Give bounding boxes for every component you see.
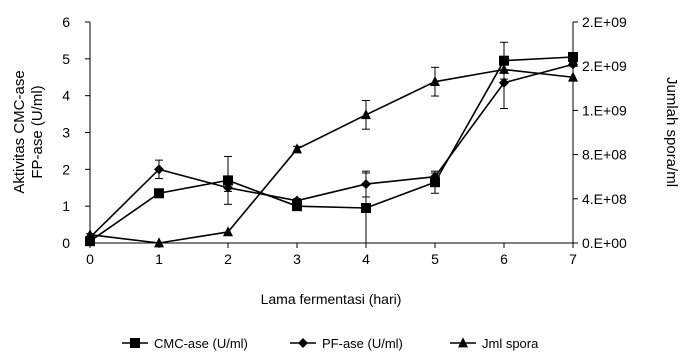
legend-marker	[130, 338, 140, 348]
diamond-point	[568, 59, 578, 70]
y-axis-title-line-2: FP-ase (U/ml)	[29, 85, 46, 178]
square-point	[568, 51, 578, 62]
triangle-point	[568, 71, 578, 82]
series-markers	[85, 51, 578, 248]
square-point	[154, 188, 164, 199]
y-tick-label: 3	[62, 125, 70, 141]
square-series-line	[89, 56, 574, 242]
legend-item: Jml spora	[450, 336, 539, 351]
y2-tick-label: 4.E+08	[582, 191, 627, 207]
legend: CMC-ase (U/ml) PF-ase (U/ml) Jml spora	[122, 336, 539, 351]
series-lines	[89, 56, 574, 244]
y2-tick-label: 2.E+09	[582, 58, 627, 74]
y-axis-title-line-1: Aktivitas CMC-ase	[11, 70, 28, 193]
x-tick-label: 7	[569, 251, 577, 267]
diamond-series-line	[89, 63, 574, 239]
x-tick-label: 2	[224, 251, 232, 267]
x-tick-label: 4	[362, 251, 370, 267]
y-tick-label: 5	[62, 51, 70, 67]
x-tick-label: 0	[86, 251, 94, 267]
diamond-point	[154, 164, 164, 175]
legend-item: PF-ase (U/ml)	[290, 336, 403, 351]
x-tick-label: 1	[155, 251, 163, 267]
y-tick-label: 2	[62, 161, 70, 177]
square-point	[292, 201, 302, 212]
tick-labels: 0 1 2 3 4 5 6 0.E+00 4.E+08 8.E+08 1.E+09 2.E+09 2.E…	[62, 14, 627, 267]
triangle-point	[292, 143, 302, 154]
y-tick-label: 6	[62, 14, 70, 30]
triangle-point	[361, 109, 371, 120]
y2-tick-label: 8.E+08	[582, 147, 627, 163]
legend-marker	[458, 337, 468, 348]
legend-marker	[298, 338, 308, 348]
y2-tick-label: 1.E+09	[582, 102, 627, 118]
diamond-point	[499, 77, 509, 88]
triangle-series-line	[89, 68, 574, 244]
x-tick-label: 5	[431, 251, 439, 267]
square-point	[361, 203, 371, 214]
x-tick-label: 3	[293, 251, 301, 267]
x-axis-title: Lama fermentasi (hari)	[261, 291, 402, 307]
legend-item: CMC-ase (U/ml)	[122, 336, 248, 351]
triangle-point	[85, 228, 95, 240]
triangle-point	[430, 75, 440, 86]
y-tick-label: 0	[62, 235, 70, 251]
x-tick-label: 6	[500, 251, 508, 267]
triangle-point	[499, 63, 509, 74]
diamond-point	[361, 179, 371, 190]
square-point	[430, 177, 440, 188]
square-point	[223, 175, 233, 186]
y2-tick-label: 2.E+09	[582, 14, 627, 30]
y2-axis-title: Jumlah spora/ml	[663, 77, 680, 187]
legend-label: Jml spora	[482, 336, 539, 351]
legend-label: CMC-ase (U/ml)	[154, 336, 248, 351]
diamond-point	[430, 171, 440, 182]
triangle-point	[154, 237, 164, 248]
diamond-point	[223, 182, 233, 193]
y2-tick-label: 0.E+00	[582, 235, 627, 251]
y-tick-label: 4	[62, 88, 70, 104]
square-point	[499, 55, 509, 66]
triangle-point	[223, 226, 233, 237]
legend-label: PF-ase (U/ml)	[322, 336, 403, 351]
y-tick-label: 1	[62, 198, 70, 214]
diamond-point	[292, 195, 302, 206]
